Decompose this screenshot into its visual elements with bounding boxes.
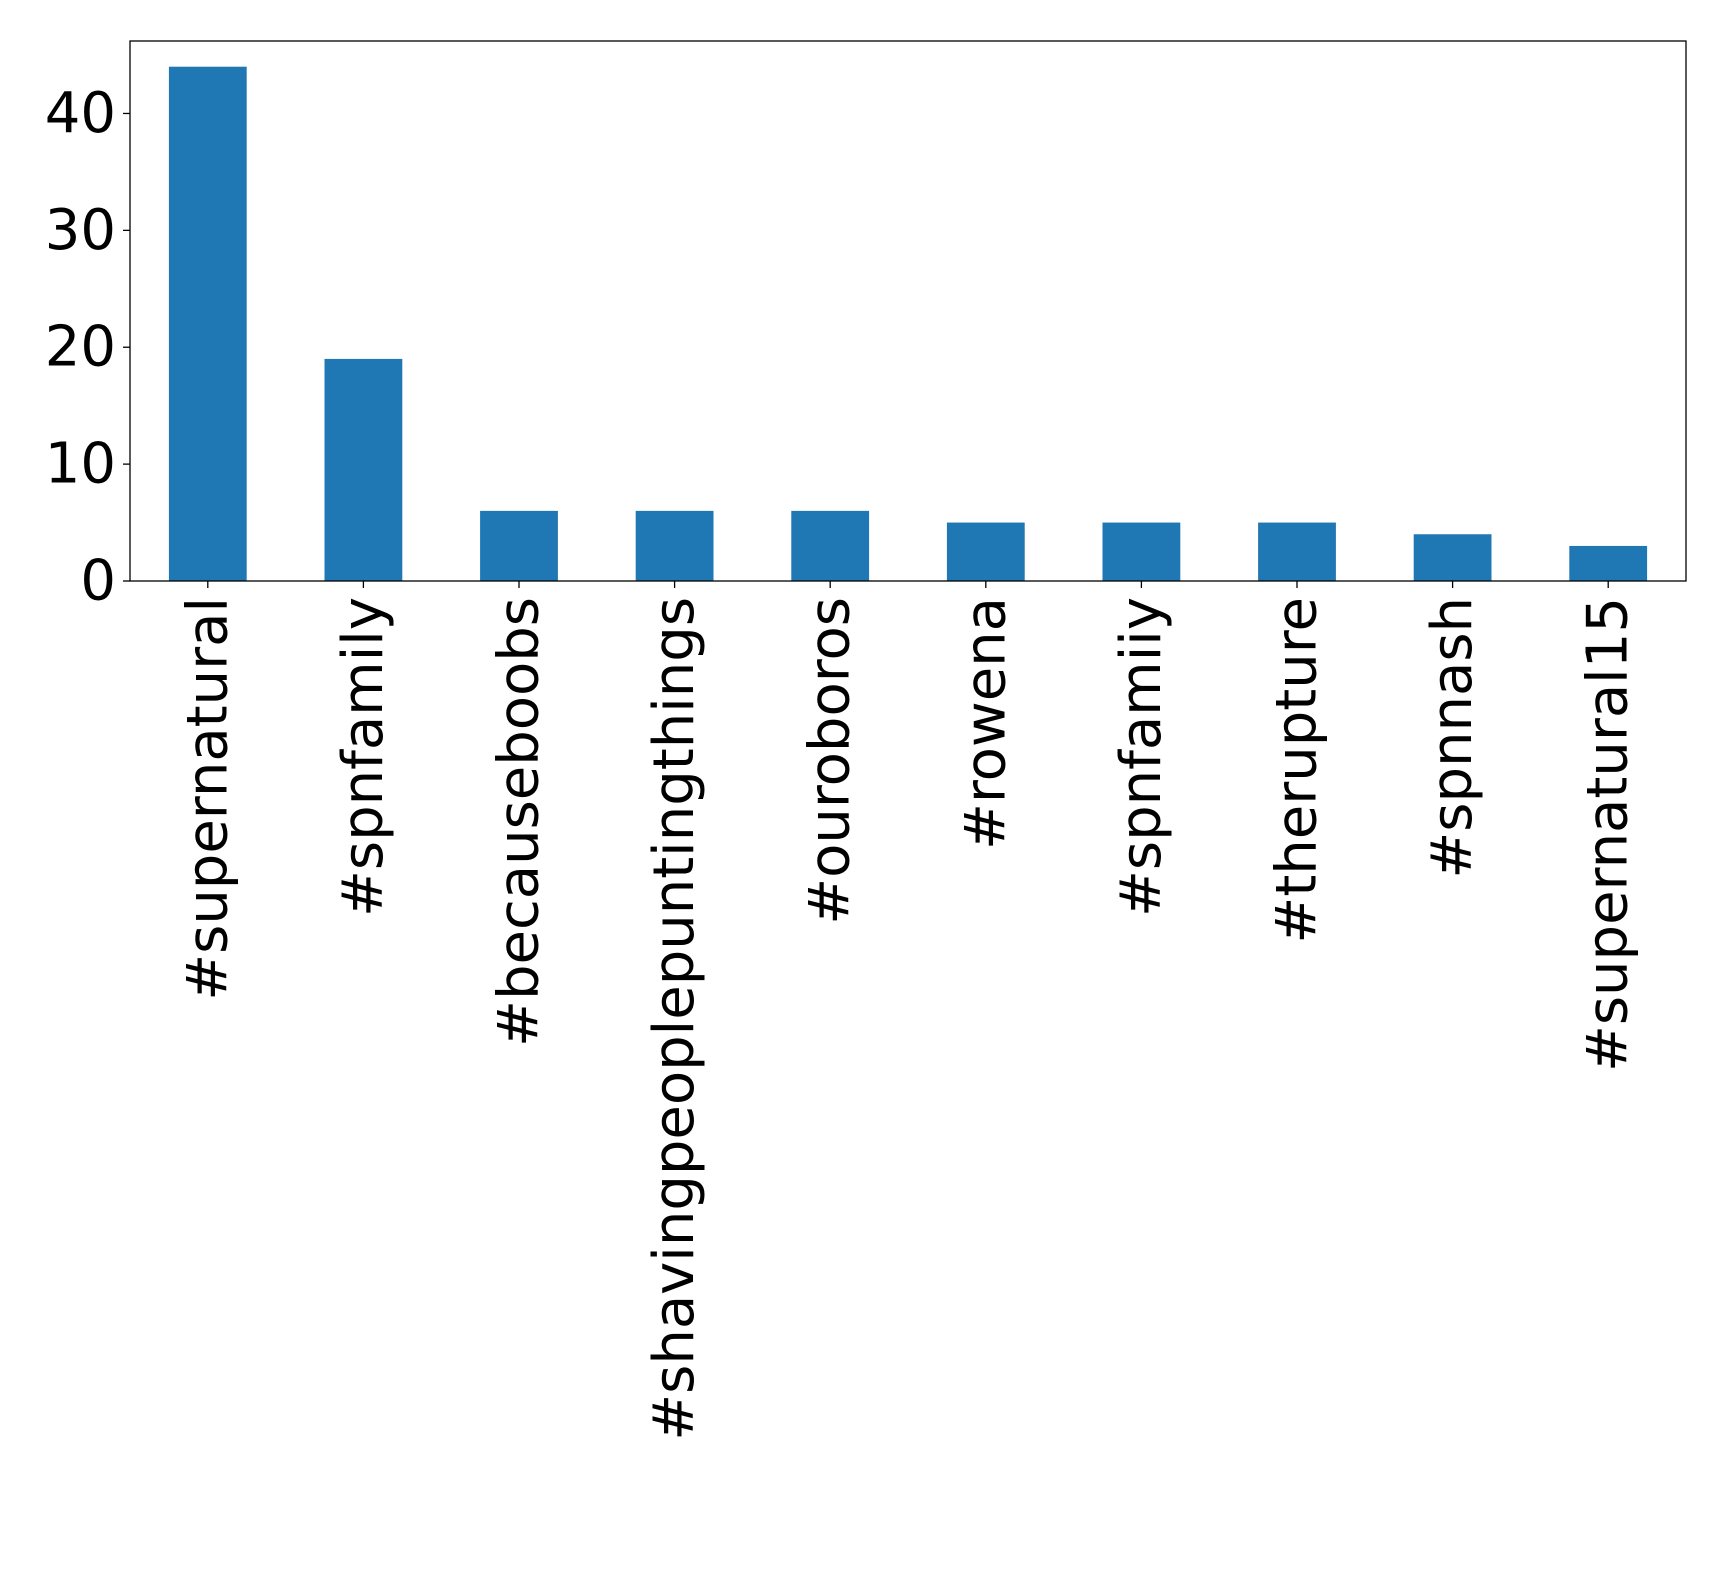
x-tick-label: #spnnash [1420, 597, 1485, 879]
x-tick-label: #spnfamiiy [1109, 597, 1174, 917]
bar-ouroboros [791, 510, 870, 581]
x-axis: #supernatural #spnfamily #becauseboobs #sha… [175, 581, 1641, 1441]
y-tick-label: 10 [45, 432, 116, 497]
bar-supernatural15 [1569, 545, 1648, 581]
x-tick-label: #supernatural [175, 597, 240, 1001]
x-tick-label: #rowena [953, 597, 1018, 850]
y-axis: 0 10 20 30 40 [45, 81, 130, 614]
y-tick-label: 20 [45, 315, 116, 380]
bar-shavingpeoplepuntingthings [635, 510, 714, 581]
bar-therupture [1258, 522, 1336, 581]
y-tick-label: 40 [45, 81, 116, 146]
bar-spnnash [1413, 534, 1492, 581]
x-tick-label: #shavingpeoplepuntingthings [642, 597, 707, 1441]
x-tick-label: #therupture [1265, 597, 1330, 944]
y-tick-label: 0 [80, 549, 116, 614]
x-tick-label: #spnfamily [331, 597, 396, 917]
x-tick-label: #supernatural15 [1576, 597, 1641, 1072]
plot-frame [129, 40, 1687, 582]
y-tick-label: 30 [45, 198, 116, 263]
bar-supernatural [168, 66, 247, 581]
bars-group [168, 66, 1648, 581]
x-tick-label: #ouroboros [798, 597, 863, 925]
bar-becauseboobs [480, 510, 558, 581]
bar-rowena [946, 522, 1025, 581]
bar-spnfamiiy [1102, 522, 1181, 581]
x-tick-label: #becauseboobs [487, 597, 552, 1047]
bar-spnfamily [324, 358, 403, 581]
